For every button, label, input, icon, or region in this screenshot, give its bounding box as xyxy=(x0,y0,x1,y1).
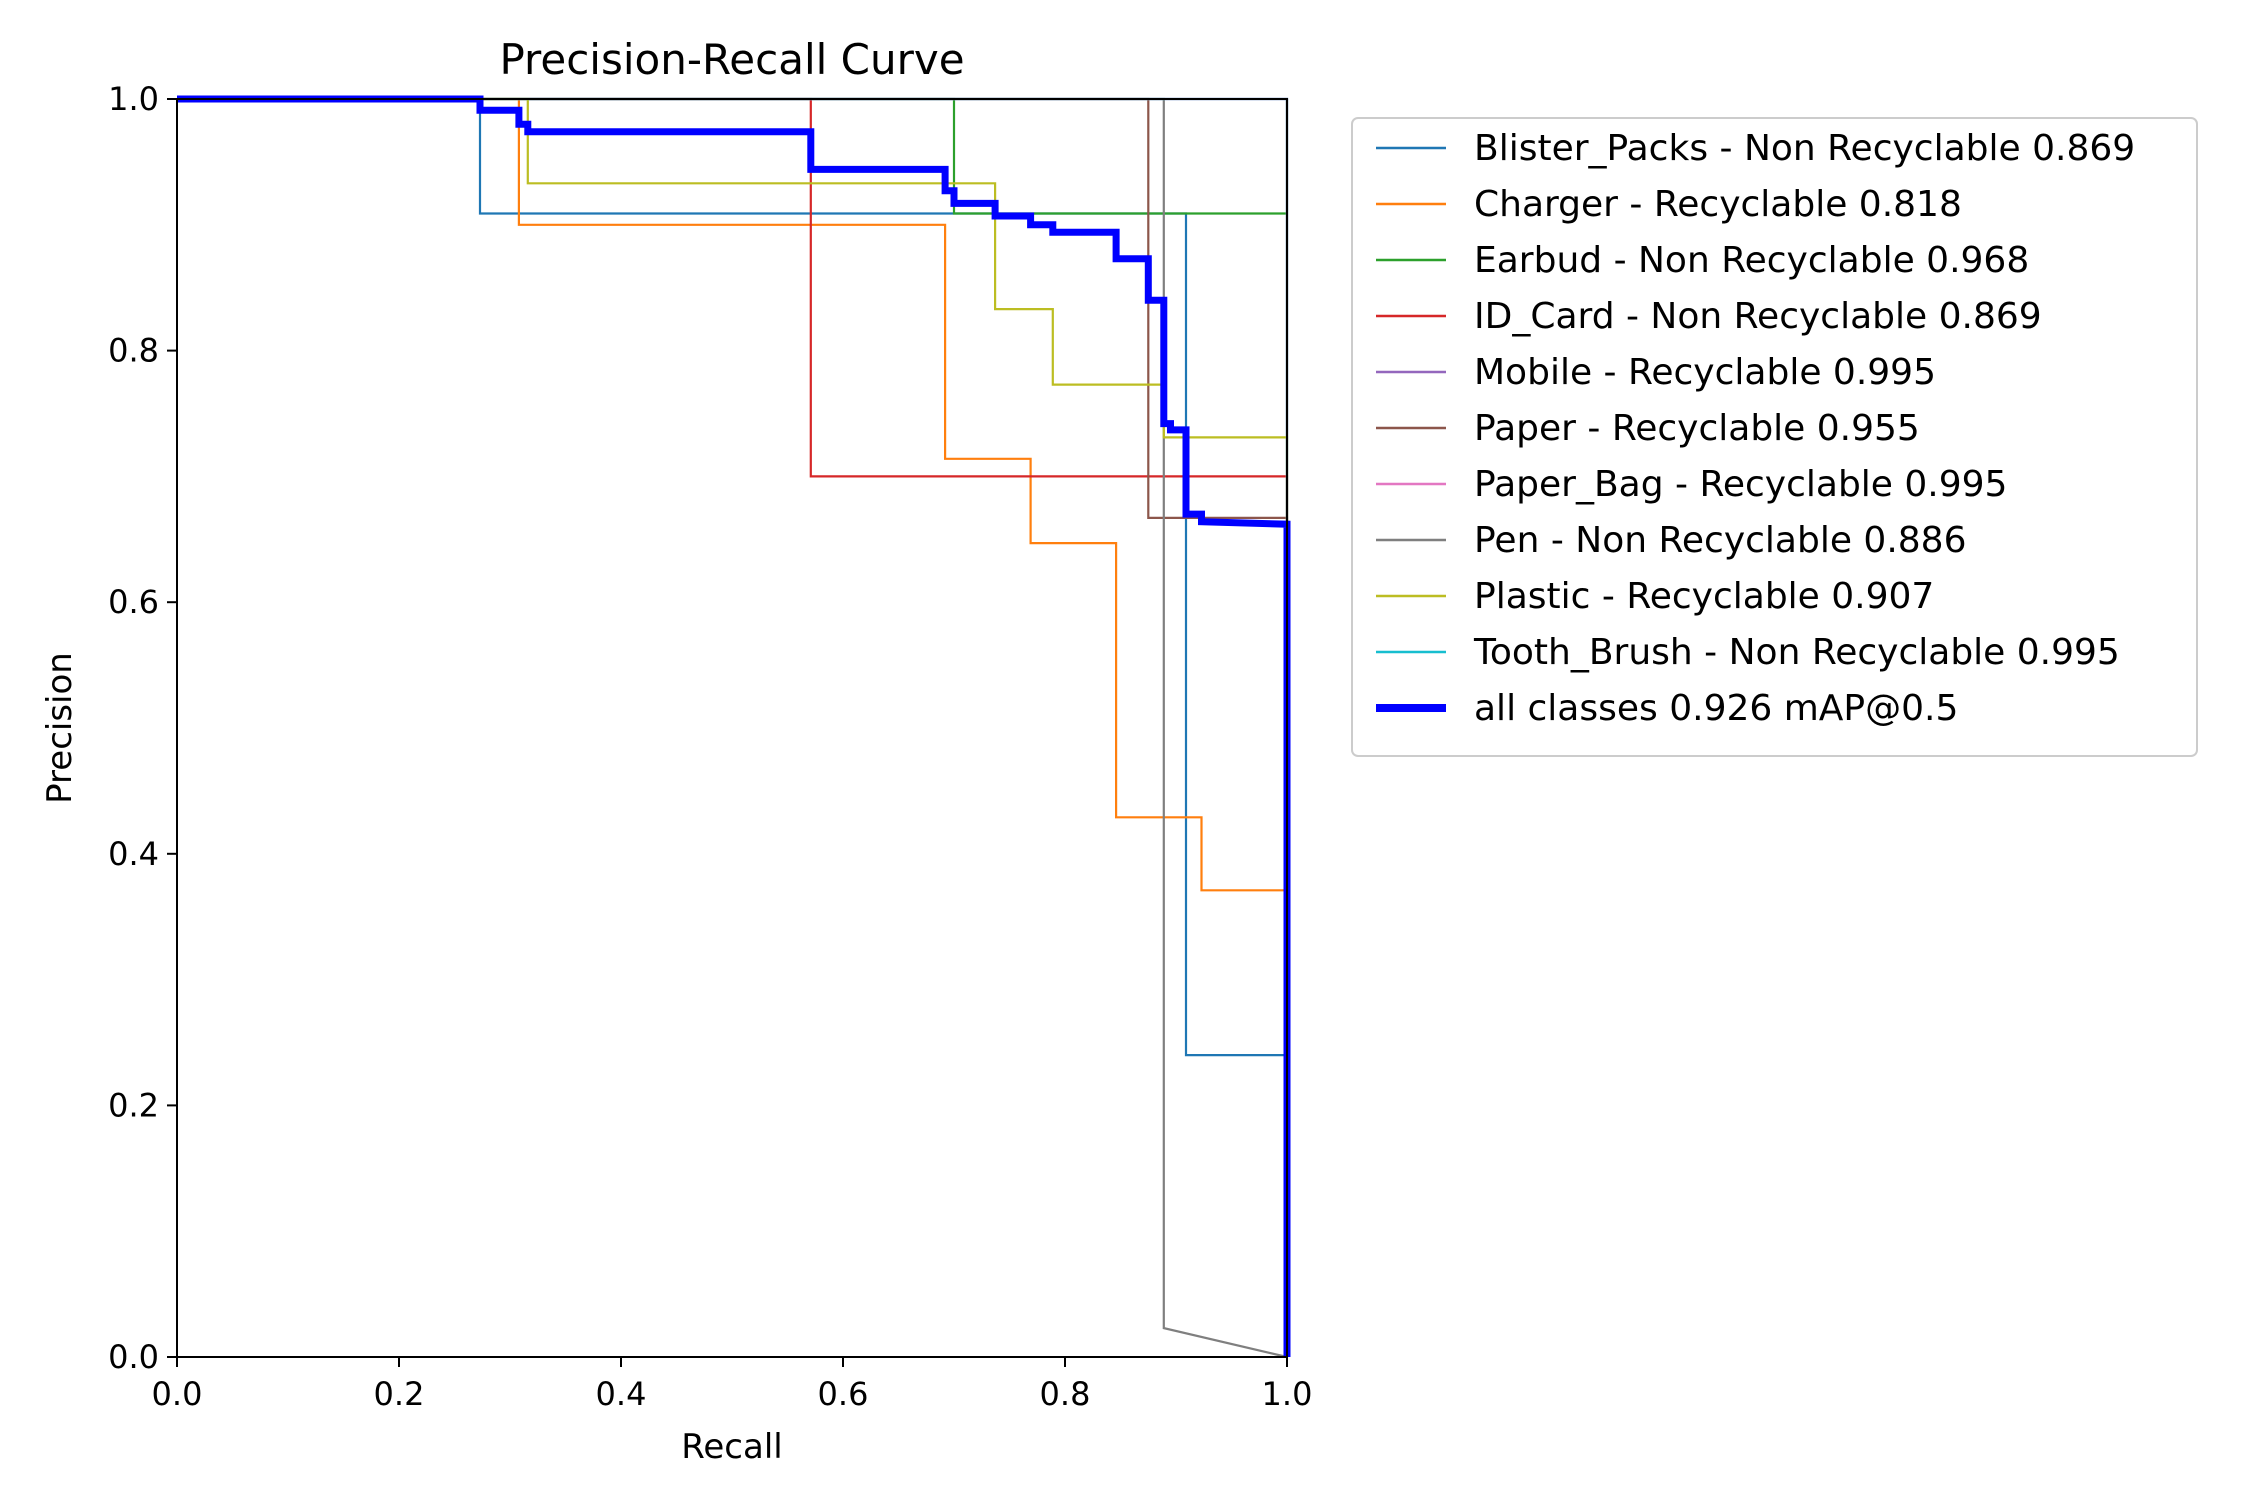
x-axis-label: Recall xyxy=(681,1427,782,1467)
legend-entry-8: Plastic - Recyclable 0.907 xyxy=(1474,576,1934,617)
series-line-10 xyxy=(177,95,1291,1357)
y-tick-label: 1.0 xyxy=(108,80,159,118)
y-axis-label: Precision xyxy=(40,652,80,804)
series-line-8 xyxy=(177,97,1289,1357)
legend-entry-7: Pen - Non Recyclable 0.886 xyxy=(1474,520,1967,561)
y-tick-label: 0.2 xyxy=(108,1086,159,1124)
x-tick-label: 0.4 xyxy=(596,1375,647,1413)
legend-entry-3: ID_Card - Non Recyclable 0.869 xyxy=(1474,296,2042,337)
legend-entry-10: all classes 0.926 mAP@0.5 xyxy=(1474,688,1958,729)
y-tick-label: 0.6 xyxy=(108,583,159,621)
y-tick-label: 0.0 xyxy=(108,1338,159,1376)
x-tick-label: 0.8 xyxy=(1040,1375,1091,1413)
series-line-1 xyxy=(177,97,1289,1357)
legend: Blister_Packs - Non Recyclable 0.869 Char… xyxy=(1351,117,2198,757)
x-tick-label: 1.0 xyxy=(1262,1375,1313,1413)
legend-entry-2: Earbud - Non Recyclable 0.968 xyxy=(1474,240,2029,281)
legend-entry-0: Blister_Packs - Non Recyclable 0.869 xyxy=(1474,128,2135,169)
legend-entry-5: Paper - Recyclable 0.955 xyxy=(1474,408,1920,449)
axis-ticks: 0.0 0.2 0.4 0.6 0.8 1.0 0.0 0.2 0.4 0.6 0.8 1.0 xyxy=(108,80,1312,1413)
x-tick-label: 0.6 xyxy=(818,1375,869,1413)
chart-title: Precision-Recall Curve xyxy=(499,35,964,84)
legend-box xyxy=(1351,117,2198,757)
plot-frame xyxy=(176,98,1288,1358)
legend-entry-9: Tooth_Brush - Non Recyclable 0.995 xyxy=(1473,632,2120,673)
y-tick-label: 0.4 xyxy=(108,835,159,873)
legend-entry-6: Paper_Bag - Recyclable 0.995 xyxy=(1474,464,2007,505)
x-tick-label: 0.2 xyxy=(374,1375,425,1413)
legend-entry-1: Charger - Recyclable 0.818 xyxy=(1474,184,1962,225)
legend-entry-4: Mobile - Recyclable 0.995 xyxy=(1474,352,1936,393)
y-tick-label: 0.8 xyxy=(108,332,159,370)
x-tick-label: 0.0 xyxy=(152,1375,203,1413)
